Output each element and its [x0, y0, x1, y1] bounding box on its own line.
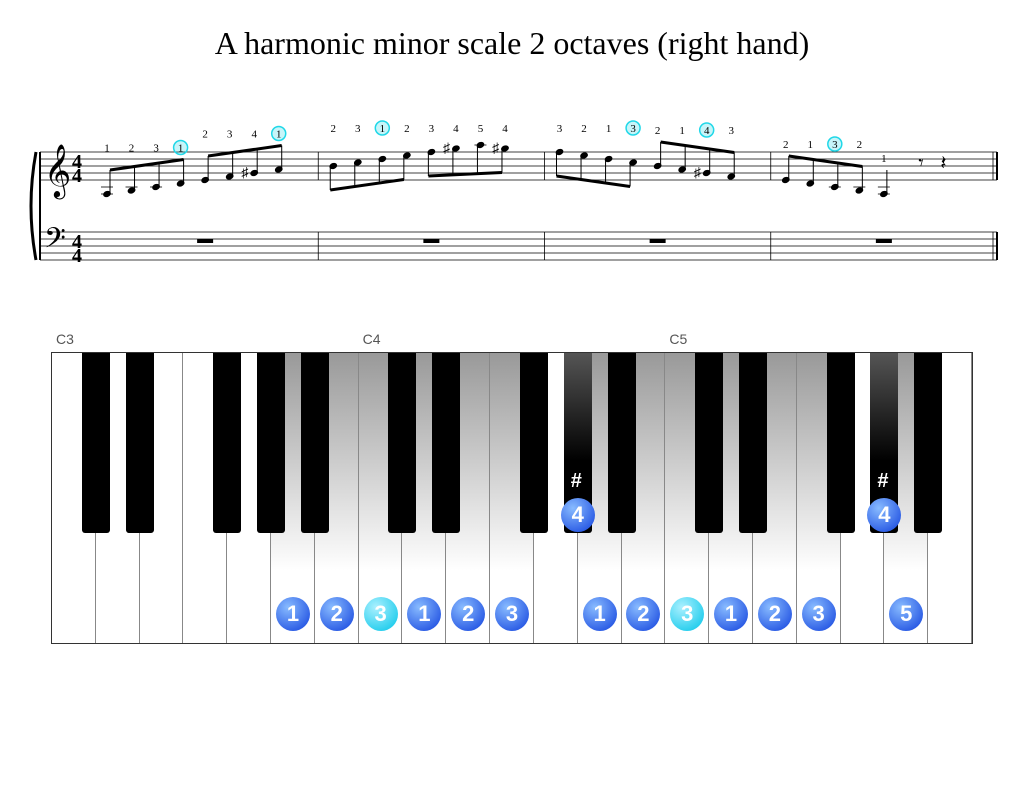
svg-text:♯: ♯	[241, 166, 249, 181]
svg-text:1: 1	[104, 143, 110, 155]
svg-text:2: 2	[783, 139, 789, 151]
svg-text:3: 3	[630, 123, 636, 135]
svg-text:3: 3	[153, 143, 159, 155]
svg-text:1: 1	[380, 123, 386, 135]
svg-text:1: 1	[808, 139, 814, 151]
svg-text:1: 1	[606, 123, 612, 135]
octave-label: C3	[56, 331, 74, 347]
octave-label: C5	[669, 331, 687, 347]
svg-text:2: 2	[331, 123, 337, 135]
piano-keyboard: C3C4C5123123#4123123#45	[51, 352, 973, 644]
black-key	[432, 353, 460, 533]
svg-text:2: 2	[129, 143, 135, 155]
finger-marker: 2	[320, 597, 354, 631]
music-staff: 𝄞𝄢4444123123♯4123123♯45♯4321321♯4321321𝄾…	[22, 92, 1002, 292]
svg-text:4: 4	[251, 129, 257, 141]
svg-text:3: 3	[557, 123, 563, 135]
svg-text:2: 2	[655, 125, 661, 137]
svg-text:4: 4	[453, 123, 459, 135]
octave-label: C4	[363, 331, 381, 347]
svg-text:♯: ♯	[694, 166, 702, 181]
svg-text:5: 5	[478, 123, 484, 135]
svg-text:3: 3	[355, 123, 361, 135]
svg-text:1: 1	[178, 143, 184, 155]
finger-marker: 1	[714, 597, 748, 631]
black-key	[608, 353, 636, 533]
black-key	[739, 353, 767, 533]
black-key	[213, 353, 241, 533]
black-key	[914, 353, 942, 533]
black-key	[257, 353, 285, 533]
black-key	[520, 353, 548, 533]
svg-text:2: 2	[581, 123, 587, 135]
svg-text:♯: ♯	[492, 142, 500, 157]
finger-marker: 3	[495, 597, 529, 631]
finger-marker: 1	[276, 597, 310, 631]
black-key	[301, 353, 329, 533]
svg-text:1: 1	[881, 153, 887, 165]
page-title: A harmonic minor scale 2 octaves (right …	[0, 25, 1024, 62]
svg-text:3: 3	[728, 125, 734, 137]
finger-marker: 3	[364, 597, 398, 631]
svg-text:3: 3	[832, 139, 838, 151]
svg-text:3: 3	[227, 129, 233, 141]
svg-text:♯: ♯	[443, 142, 451, 157]
svg-text:2: 2	[857, 139, 863, 151]
black-key	[388, 353, 416, 533]
svg-text:4: 4	[502, 123, 508, 135]
finger-marker: 4	[561, 498, 595, 532]
black-key	[82, 353, 110, 533]
black-key	[695, 353, 723, 533]
svg-text:4: 4	[704, 125, 710, 137]
sharp-label: #	[571, 470, 582, 493]
svg-text:4: 4	[72, 245, 82, 267]
svg-text:4: 4	[72, 165, 82, 187]
finger-marker: 2	[758, 597, 792, 631]
svg-text:𝄽: 𝄽	[940, 153, 946, 175]
svg-text:1: 1	[679, 125, 685, 137]
finger-marker: 3	[802, 597, 836, 631]
svg-text:𝄾: 𝄾	[918, 153, 923, 175]
finger-marker: 1	[583, 597, 617, 631]
svg-text:1: 1	[276, 129, 282, 141]
svg-text:2: 2	[404, 123, 410, 135]
svg-text:3: 3	[429, 123, 435, 135]
svg-text:2: 2	[202, 129, 208, 141]
black-key	[827, 353, 855, 533]
finger-marker: 2	[451, 597, 485, 631]
svg-text:𝄢: 𝄢	[44, 224, 66, 261]
sharp-label: #	[877, 470, 888, 493]
finger-marker: 3	[670, 597, 704, 631]
black-key	[126, 353, 154, 533]
svg-text:𝄞: 𝄞	[44, 144, 71, 199]
